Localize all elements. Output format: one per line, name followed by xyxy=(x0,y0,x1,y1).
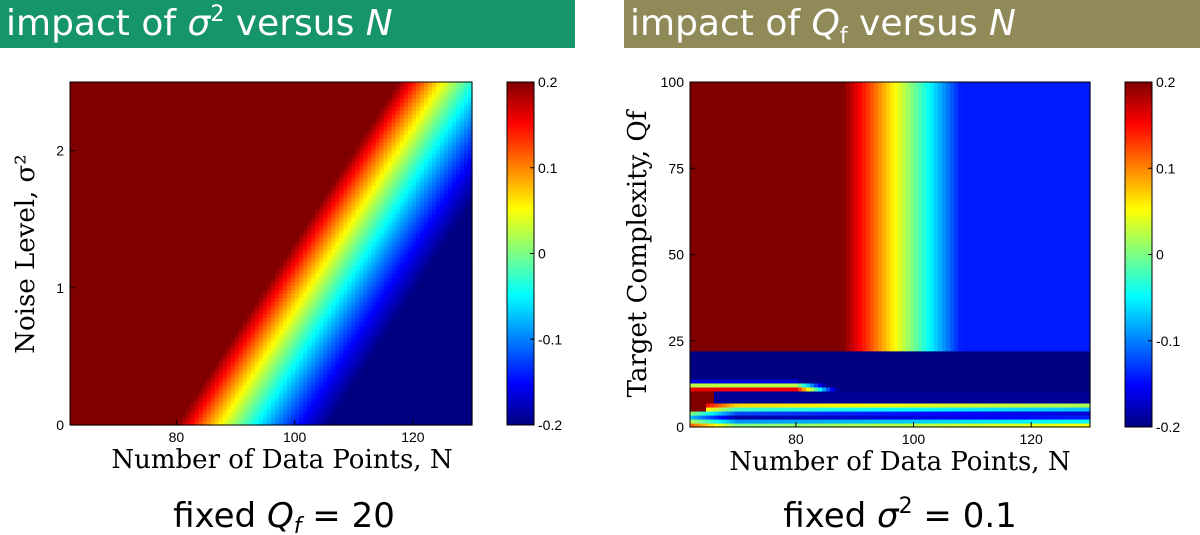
right-y-tick-label: 50 xyxy=(668,247,684,263)
right-colorbar-tick-label: 0.2 xyxy=(1156,74,1176,90)
left-y-tick-label: 1 xyxy=(56,280,64,296)
left-heatmap xyxy=(70,82,473,426)
right-x-tick-label: 120 xyxy=(1019,431,1043,447)
right-colorbar xyxy=(1124,81,1153,428)
right-colorbar-tick-label: 0 xyxy=(1156,247,1164,263)
banner-left-title: impact of σ2 versus N xyxy=(0,0,575,48)
right-colorbar-tick-label: 0.1 xyxy=(1156,160,1176,176)
left-chart: 80 100 120 0 1 2 Number of Data Points, N No… xyxy=(11,74,562,535)
left-colorbar xyxy=(506,81,535,426)
banner-right-title: impact of Qf versus N xyxy=(624,0,1200,48)
left-colorbar-tick-label: -0.1 xyxy=(538,331,562,347)
right-y-tick-label: 100 xyxy=(661,74,685,90)
figure: 80 100 120 0 1 2 Number of Data Points, N No… xyxy=(11,74,1180,535)
left-y-tick-label: 0 xyxy=(56,417,64,433)
left-colorbar-tick-label: 0.1 xyxy=(538,160,558,176)
right-y-tick-label: 0 xyxy=(676,419,684,435)
right-y-tick-label: 25 xyxy=(668,333,684,349)
right-x-tick-label: 100 xyxy=(902,431,926,447)
left-x-axis-label: Number of Data Points, N xyxy=(111,445,452,475)
right-colorbar-tick-label: -0.2 xyxy=(1156,419,1180,435)
left-colorbar-tick-label: -0.2 xyxy=(538,417,562,433)
left-y-tick-label: 2 xyxy=(56,143,64,159)
left-colorbar-tick-label: 0.2 xyxy=(538,74,558,90)
right-colorbar-tick-label: -0.1 xyxy=(1156,333,1180,349)
left-colorbar-tick-label: 0 xyxy=(538,246,546,262)
right-heatmap xyxy=(690,82,1091,428)
left-y-axis-label: Noise Level, σ² xyxy=(11,154,41,353)
right-y-axis-label: Target Complexity, Qf xyxy=(623,108,653,397)
left-plot-frame xyxy=(69,81,473,426)
right-chart: 80 100 120 0 25 50 75 100 Number of Data Point… xyxy=(623,74,1180,535)
right-x-tick-label: 80 xyxy=(788,431,804,447)
right-caption: fixed σ2 = 0.1 xyxy=(783,494,1017,535)
left-x-tick-label: 80 xyxy=(169,429,185,445)
right-y-tick-label: 75 xyxy=(668,160,684,176)
left-x-tick-label: 100 xyxy=(283,429,307,445)
right-x-axis-label: Number of Data Points, N xyxy=(729,447,1070,477)
left-x-tick-label: 120 xyxy=(401,429,425,445)
left-caption: fixed Qf = 20 xyxy=(173,496,395,535)
